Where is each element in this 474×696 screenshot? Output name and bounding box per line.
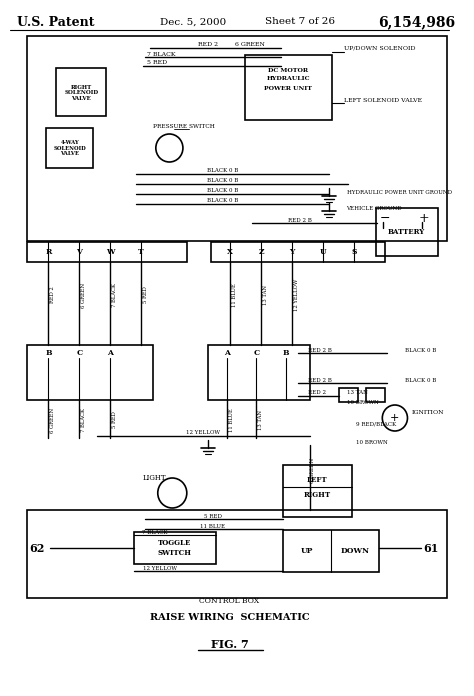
Text: 6 GREEN: 6 GREEN	[310, 457, 315, 482]
Text: IGNITION: IGNITION	[411, 411, 444, 416]
Text: S: S	[352, 248, 357, 256]
Text: UP: UP	[301, 547, 313, 555]
Text: RED 2 B: RED 2 B	[308, 347, 332, 352]
Text: U: U	[320, 248, 327, 256]
Text: DOWN: DOWN	[341, 547, 370, 555]
Text: A: A	[225, 349, 230, 357]
Text: V: V	[76, 248, 82, 256]
Text: PRESSURE SWITCH: PRESSURE SWITCH	[153, 123, 215, 129]
Text: 11 BLUE: 11 BLUE	[201, 523, 226, 528]
Text: 6 GREEN: 6 GREEN	[235, 42, 264, 47]
Text: BLACK 0 B: BLACK 0 B	[207, 168, 238, 173]
Bar	[339, 388, 358, 402]
Text: LEFT SOLENOID VALVE: LEFT SOLENOID VALVE	[344, 97, 422, 102]
Text: +: +	[390, 413, 400, 423]
Text: 4-WAY
SOLENOID
VALVE: 4-WAY SOLENOID VALVE	[53, 140, 86, 157]
Bar	[208, 345, 310, 400]
Text: 5 RED: 5 RED	[147, 61, 167, 65]
Text: +: +	[419, 212, 429, 225]
Text: BLACK 0 B: BLACK 0 B	[405, 347, 436, 352]
Text: RED 2: RED 2	[50, 287, 55, 303]
Text: TOGGLE
SWITCH: TOGGLE SWITCH	[157, 539, 191, 557]
Text: BLACK 0 B: BLACK 0 B	[207, 178, 238, 184]
Text: X: X	[228, 248, 233, 256]
Text: 10 BROWN: 10 BROWN	[356, 441, 388, 445]
Text: BLACK 0 B: BLACK 0 B	[405, 377, 436, 383]
Text: Z: Z	[259, 248, 264, 256]
Text: 5 RED: 5 RED	[112, 411, 117, 428]
Bar	[283, 465, 352, 517]
Text: UP/DOWN SOLENOID: UP/DOWN SOLENOID	[344, 45, 415, 51]
Text: 61: 61	[423, 542, 438, 553]
Text: BLACK 0 B: BLACK 0 B	[207, 189, 238, 193]
Bar	[56, 68, 107, 116]
Text: 62: 62	[29, 542, 45, 553]
Bar	[366, 388, 385, 402]
Text: BATTERY: BATTERY	[388, 228, 425, 236]
Text: Dec. 5, 2000: Dec. 5, 2000	[161, 17, 227, 26]
Text: A: A	[108, 349, 113, 357]
Text: RED 2 B: RED 2 B	[308, 377, 332, 383]
Text: POWER UNIT: POWER UNIT	[264, 86, 312, 90]
Text: RIGHT
SOLENOID
VALVE: RIGHT SOLENOID VALVE	[64, 85, 99, 102]
Text: 7 BLACK: 7 BLACK	[112, 283, 117, 307]
Text: 5 RED: 5 RED	[204, 514, 222, 519]
Text: 9 RED/BLACK: 9 RED/BLACK	[356, 422, 396, 427]
Text: −: −	[380, 212, 391, 225]
Text: R: R	[45, 248, 52, 256]
Bar	[134, 532, 216, 564]
Text: 7 BLACK: 7 BLACK	[147, 52, 176, 56]
Text: 6 GREEN: 6 GREEN	[82, 283, 86, 308]
Text: HYDRAULIC: HYDRAULIC	[267, 77, 310, 81]
Text: 12 YELLOW: 12 YELLOW	[143, 565, 177, 571]
Text: T: T	[138, 248, 144, 256]
Text: VEHICLE GROUND: VEHICLE GROUND	[346, 205, 402, 210]
Text: LIGHT: LIGHT	[143, 474, 167, 482]
Text: FIG. 7: FIG. 7	[210, 640, 248, 651]
Bar	[46, 128, 93, 168]
Bar	[27, 345, 153, 400]
Text: 5 RED: 5 RED	[143, 287, 148, 303]
Text: RED 2: RED 2	[198, 42, 218, 47]
Text: BLACK 0 B: BLACK 0 B	[207, 198, 238, 203]
Text: 13 TAN: 13 TAN	[263, 285, 268, 305]
Bar	[27, 242, 187, 262]
Text: Sheet 7 of 26: Sheet 7 of 26	[265, 17, 335, 26]
Bar	[27, 510, 447, 598]
Text: 13 TAN: 13 TAN	[346, 390, 367, 395]
Text: 10 BROWN: 10 BROWN	[346, 400, 378, 404]
Text: RED 2: RED 2	[308, 390, 326, 395]
Bar	[211, 242, 385, 262]
Text: 6,154,986: 6,154,986	[378, 15, 455, 29]
Text: C: C	[76, 349, 82, 357]
Text: DC MOTOR: DC MOTOR	[268, 68, 309, 72]
Text: B: B	[283, 349, 289, 357]
Text: LEFT: LEFT	[307, 476, 328, 484]
Text: 11 BLUE: 11 BLUE	[232, 283, 237, 307]
Text: 13 TAN: 13 TAN	[258, 410, 264, 430]
Text: C: C	[254, 349, 260, 357]
Bar	[375, 208, 438, 256]
Text: 12 YELLOW: 12 YELLOW	[294, 279, 299, 311]
Bar	[245, 55, 332, 120]
Text: B: B	[45, 349, 52, 357]
Text: 7 BLACK: 7 BLACK	[142, 530, 168, 535]
Text: 11 BLUE: 11 BLUE	[229, 408, 234, 432]
Text: Y: Y	[290, 248, 295, 256]
Text: 7 BLACK: 7 BLACK	[82, 408, 86, 432]
Text: 6 GREEN: 6 GREEN	[50, 407, 55, 432]
Text: RAISE WIRING  SCHEMATIC: RAISE WIRING SCHEMATIC	[150, 613, 309, 622]
Text: 12 YELLOW: 12 YELLOW	[186, 431, 220, 436]
Text: RIGHT: RIGHT	[304, 491, 331, 499]
Text: CONTROL BOX: CONTROL BOX	[200, 597, 259, 605]
Text: HYDRAULIC POWER UNIT GROUND: HYDRAULIC POWER UNIT GROUND	[346, 191, 452, 196]
Text: W: W	[106, 248, 115, 256]
Text: RED 2 B: RED 2 B	[288, 217, 312, 223]
Bar	[27, 36, 447, 241]
Bar	[283, 530, 379, 572]
Text: U.S. Patent: U.S. Patent	[18, 15, 95, 29]
